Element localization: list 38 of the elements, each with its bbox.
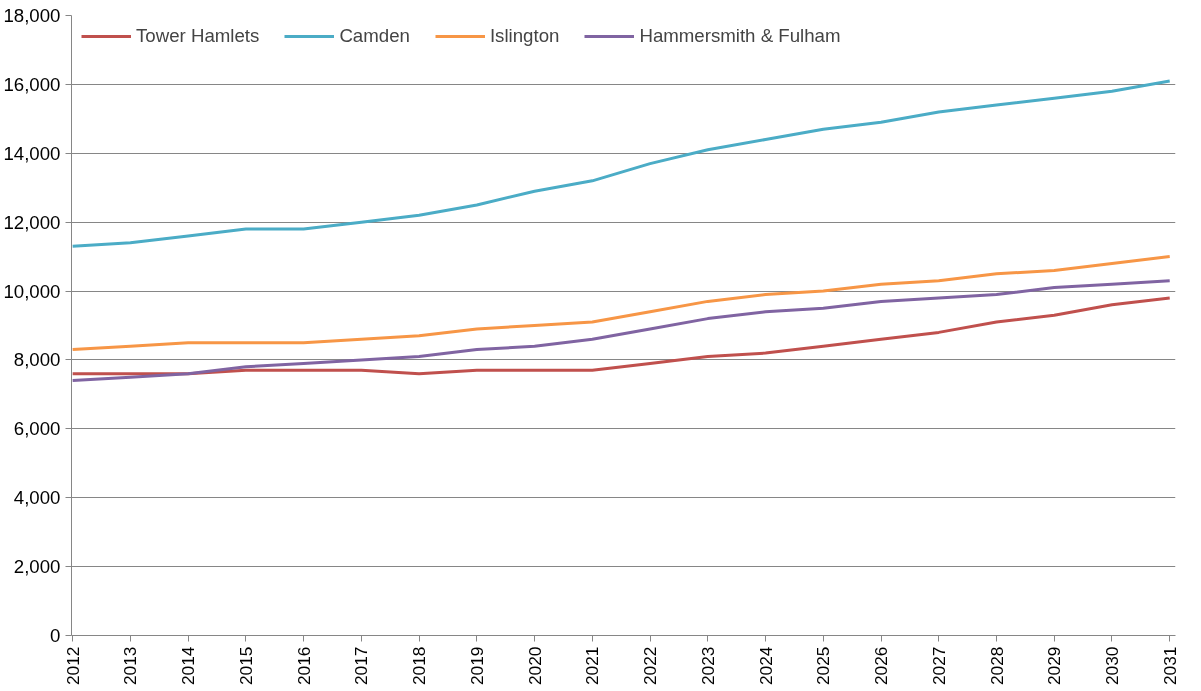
x-tick-label: 2012 — [62, 646, 83, 686]
x-tick-label: 2021 — [582, 646, 603, 686]
x-tick-label: 2015 — [235, 646, 256, 686]
x-tick-label: 2023 — [697, 646, 718, 686]
y-tick-label: 4,000 — [13, 487, 61, 509]
y-tick-label: 16,000 — [3, 73, 61, 95]
legend-label: Camden — [339, 25, 410, 47]
y-tick-label: 2,000 — [13, 556, 61, 578]
x-tick-label: 2016 — [293, 646, 314, 686]
x-tick-label: 2028 — [986, 646, 1007, 686]
x-tick-label: 2019 — [466, 646, 487, 686]
x-tick-label: 2027 — [928, 646, 949, 686]
x-tick-label: 2018 — [409, 646, 430, 686]
x-tick-label: 2025 — [813, 646, 834, 686]
line-series — [71, 79, 1172, 248]
legend-label: Tower Hamlets — [136, 25, 260, 47]
y-tick-label: 14,000 — [3, 142, 61, 164]
legend-label: Islington — [489, 25, 560, 47]
x-tick-label: 2017 — [351, 646, 372, 686]
line-series — [71, 296, 1172, 376]
line-series — [71, 255, 1172, 352]
x-tick-label: 2031 — [1159, 646, 1180, 686]
y-tick-label: 18,000 — [3, 5, 61, 26]
x-tick-label: 2026 — [871, 646, 892, 686]
x-tick-label: 2024 — [755, 646, 776, 686]
line-series — [71, 279, 1172, 383]
x-tick-label: 2013 — [120, 646, 141, 686]
x-tick-label: 2014 — [178, 646, 199, 686]
x-tick-label: 2020 — [524, 646, 545, 686]
x-tick-label: 2030 — [1101, 646, 1122, 686]
legend-label: Hammersmith & Fulham — [639, 25, 841, 47]
y-tick-label: 8,000 — [13, 349, 61, 371]
y-tick-label: 6,000 — [13, 418, 61, 440]
x-tick-label: 2022 — [640, 646, 661, 686]
y-tick-label: 10,000 — [3, 280, 61, 302]
y-tick-label: 0 — [50, 625, 61, 646]
y-tick-label: 12,000 — [3, 211, 61, 233]
x-tick-label: 2029 — [1044, 646, 1065, 686]
